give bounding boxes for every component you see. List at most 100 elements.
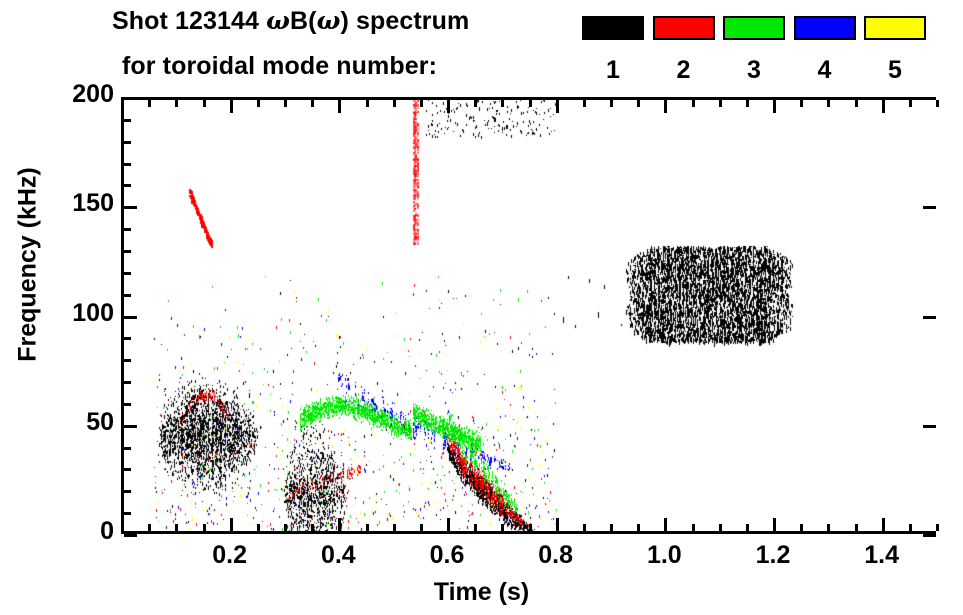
x-tick-1.15 [746, 524, 749, 531]
y-tick-190 [124, 119, 131, 122]
x-tick-0.50 [393, 524, 396, 531]
x-tick-top-0.60 [447, 100, 450, 113]
plot-area [121, 97, 939, 537]
x-tick-0.60 [447, 518, 450, 531]
y-tick-110 [124, 294, 131, 297]
x-tick-label-0.8: 0.8 [538, 541, 574, 569]
figure-title-line-1: Shot 123144 ωB(ω) spectrum [112, 6, 469, 36]
y-axis-tick-labels: 0 50 100 150 200 [0, 0, 114, 615]
x-tick-top-0.35 [311, 100, 314, 107]
y-tick-70 [124, 381, 131, 384]
y-tick-right-50 [923, 425, 936, 428]
x-tick-0.30 [284, 524, 287, 531]
y-tick-160 [124, 184, 131, 187]
legend-label-mode-1: 1 [606, 56, 620, 84]
y-tick-10 [124, 512, 131, 515]
x-tick-top-0.70 [501, 100, 504, 107]
x-tick-0.20 [230, 518, 233, 531]
y-tick-130 [124, 250, 131, 253]
omega-glyph-2: ω [316, 6, 341, 35]
x-tick-top-1.50 [936, 100, 939, 107]
x-tick-top-1.30 [827, 100, 830, 107]
x-tick-top-1.10 [719, 100, 722, 107]
x-tick-1.05 [692, 524, 695, 531]
y-tick-120 [124, 272, 131, 275]
x-tick-1.50 [936, 524, 939, 531]
y-tick-100 [124, 316, 137, 319]
x-tick-top-0.95 [637, 100, 640, 107]
x-tick-0.95 [637, 524, 640, 531]
x-tick-0.40 [338, 518, 341, 531]
y-tick-150 [124, 206, 137, 209]
x-tick-label-1.2: 1.2 [755, 541, 791, 569]
figure-header: Shot 123144 ωB(ω) spectrum for toroidal … [0, 0, 963, 95]
legend-swatch-mode-4 [793, 16, 856, 40]
y-tick-label-50: 50 [86, 407, 114, 436]
x-tick-top-0.85 [583, 100, 586, 107]
y-tick-label-150: 150 [72, 189, 114, 218]
legend: 1 2 3 4 5 [0, 0, 963, 95]
x-tick-1.35 [855, 524, 858, 531]
x-tick-top-1.40 [882, 100, 885, 113]
x-tick-0.45 [366, 524, 369, 531]
x-tick-top-1.25 [800, 100, 803, 107]
y-tick-90 [124, 337, 131, 340]
y-tick-80 [124, 359, 131, 362]
x-tick-top-0.20 [230, 100, 233, 113]
x-tick-0.35 [311, 524, 314, 531]
y-tick-right-200 [923, 97, 936, 100]
x-axis-tick-labels: 0.2 0.4 0.6 0.8 1.0 1.2 1.4 [0, 541, 963, 581]
y-tick-140 [124, 228, 131, 231]
x-tick-0.25 [257, 524, 260, 531]
y-tick-20 [124, 490, 131, 493]
x-tick-0.90 [610, 524, 613, 531]
x-tick-0.55 [420, 524, 423, 531]
x-tick-0.80 [556, 518, 559, 531]
y-tick-label-200: 200 [72, 80, 114, 108]
y-tick-label-100: 100 [72, 298, 114, 327]
x-tick-1.25 [800, 524, 803, 531]
x-tick-0.75 [529, 524, 532, 531]
x-tick-label-1.0: 1.0 [646, 541, 682, 569]
y-tick-right-0 [923, 534, 936, 537]
x-tick-0.85 [583, 524, 586, 531]
x-tick-top-1.20 [773, 100, 776, 113]
x-tick-top-0.30 [284, 100, 287, 107]
title-text-mid: B( [289, 7, 317, 35]
y-tick-50 [124, 425, 137, 428]
legend-label-mode-3: 3 [747, 56, 761, 84]
legend-swatch-mode-5 [864, 16, 926, 40]
title-text-pre: Shot 123144 [112, 7, 267, 35]
x-tick-label-1.4: 1.4 [864, 541, 900, 569]
x-tick-0.10 [175, 524, 178, 531]
x-tick-top-0.40 [338, 100, 341, 113]
x-tick-label-0.4: 0.4 [320, 541, 356, 569]
y-tick-right-100 [923, 316, 936, 319]
x-tick-top-0.80 [556, 100, 559, 113]
x-tick-top-0.90 [610, 100, 613, 107]
x-tick-top-0.55 [420, 100, 423, 107]
x-tick-top-0.25 [257, 100, 260, 107]
y-tick-right-150 [923, 206, 936, 209]
x-tick-top-0.65 [474, 100, 477, 107]
x-tick-label-0.2: 0.2 [212, 541, 248, 569]
y-tick-180 [124, 141, 131, 144]
y-tick-40 [124, 447, 131, 450]
x-tick-0.65 [474, 524, 477, 531]
x-tick-top-1.15 [746, 100, 749, 107]
x-tick-top-0.45 [366, 100, 369, 107]
x-tick-0.05 [148, 524, 151, 531]
x-tick-0.15 [203, 524, 206, 531]
x-tick-1.20 [773, 518, 776, 531]
x-tick-1.45 [909, 524, 912, 531]
x-tick-top-0.50 [393, 100, 396, 107]
y-tick-200 [124, 97, 137, 100]
x-tick-top-1.05 [692, 100, 695, 107]
x-tick-top-0.15 [203, 100, 206, 107]
x-tick-top-1.00 [664, 100, 667, 113]
legend-swatch-mode-3 [723, 16, 785, 40]
x-axis-title: Time (s) [433, 578, 530, 606]
omega-glyph-1: ω [266, 6, 290, 35]
x-tick-top-0.05 [148, 100, 151, 107]
